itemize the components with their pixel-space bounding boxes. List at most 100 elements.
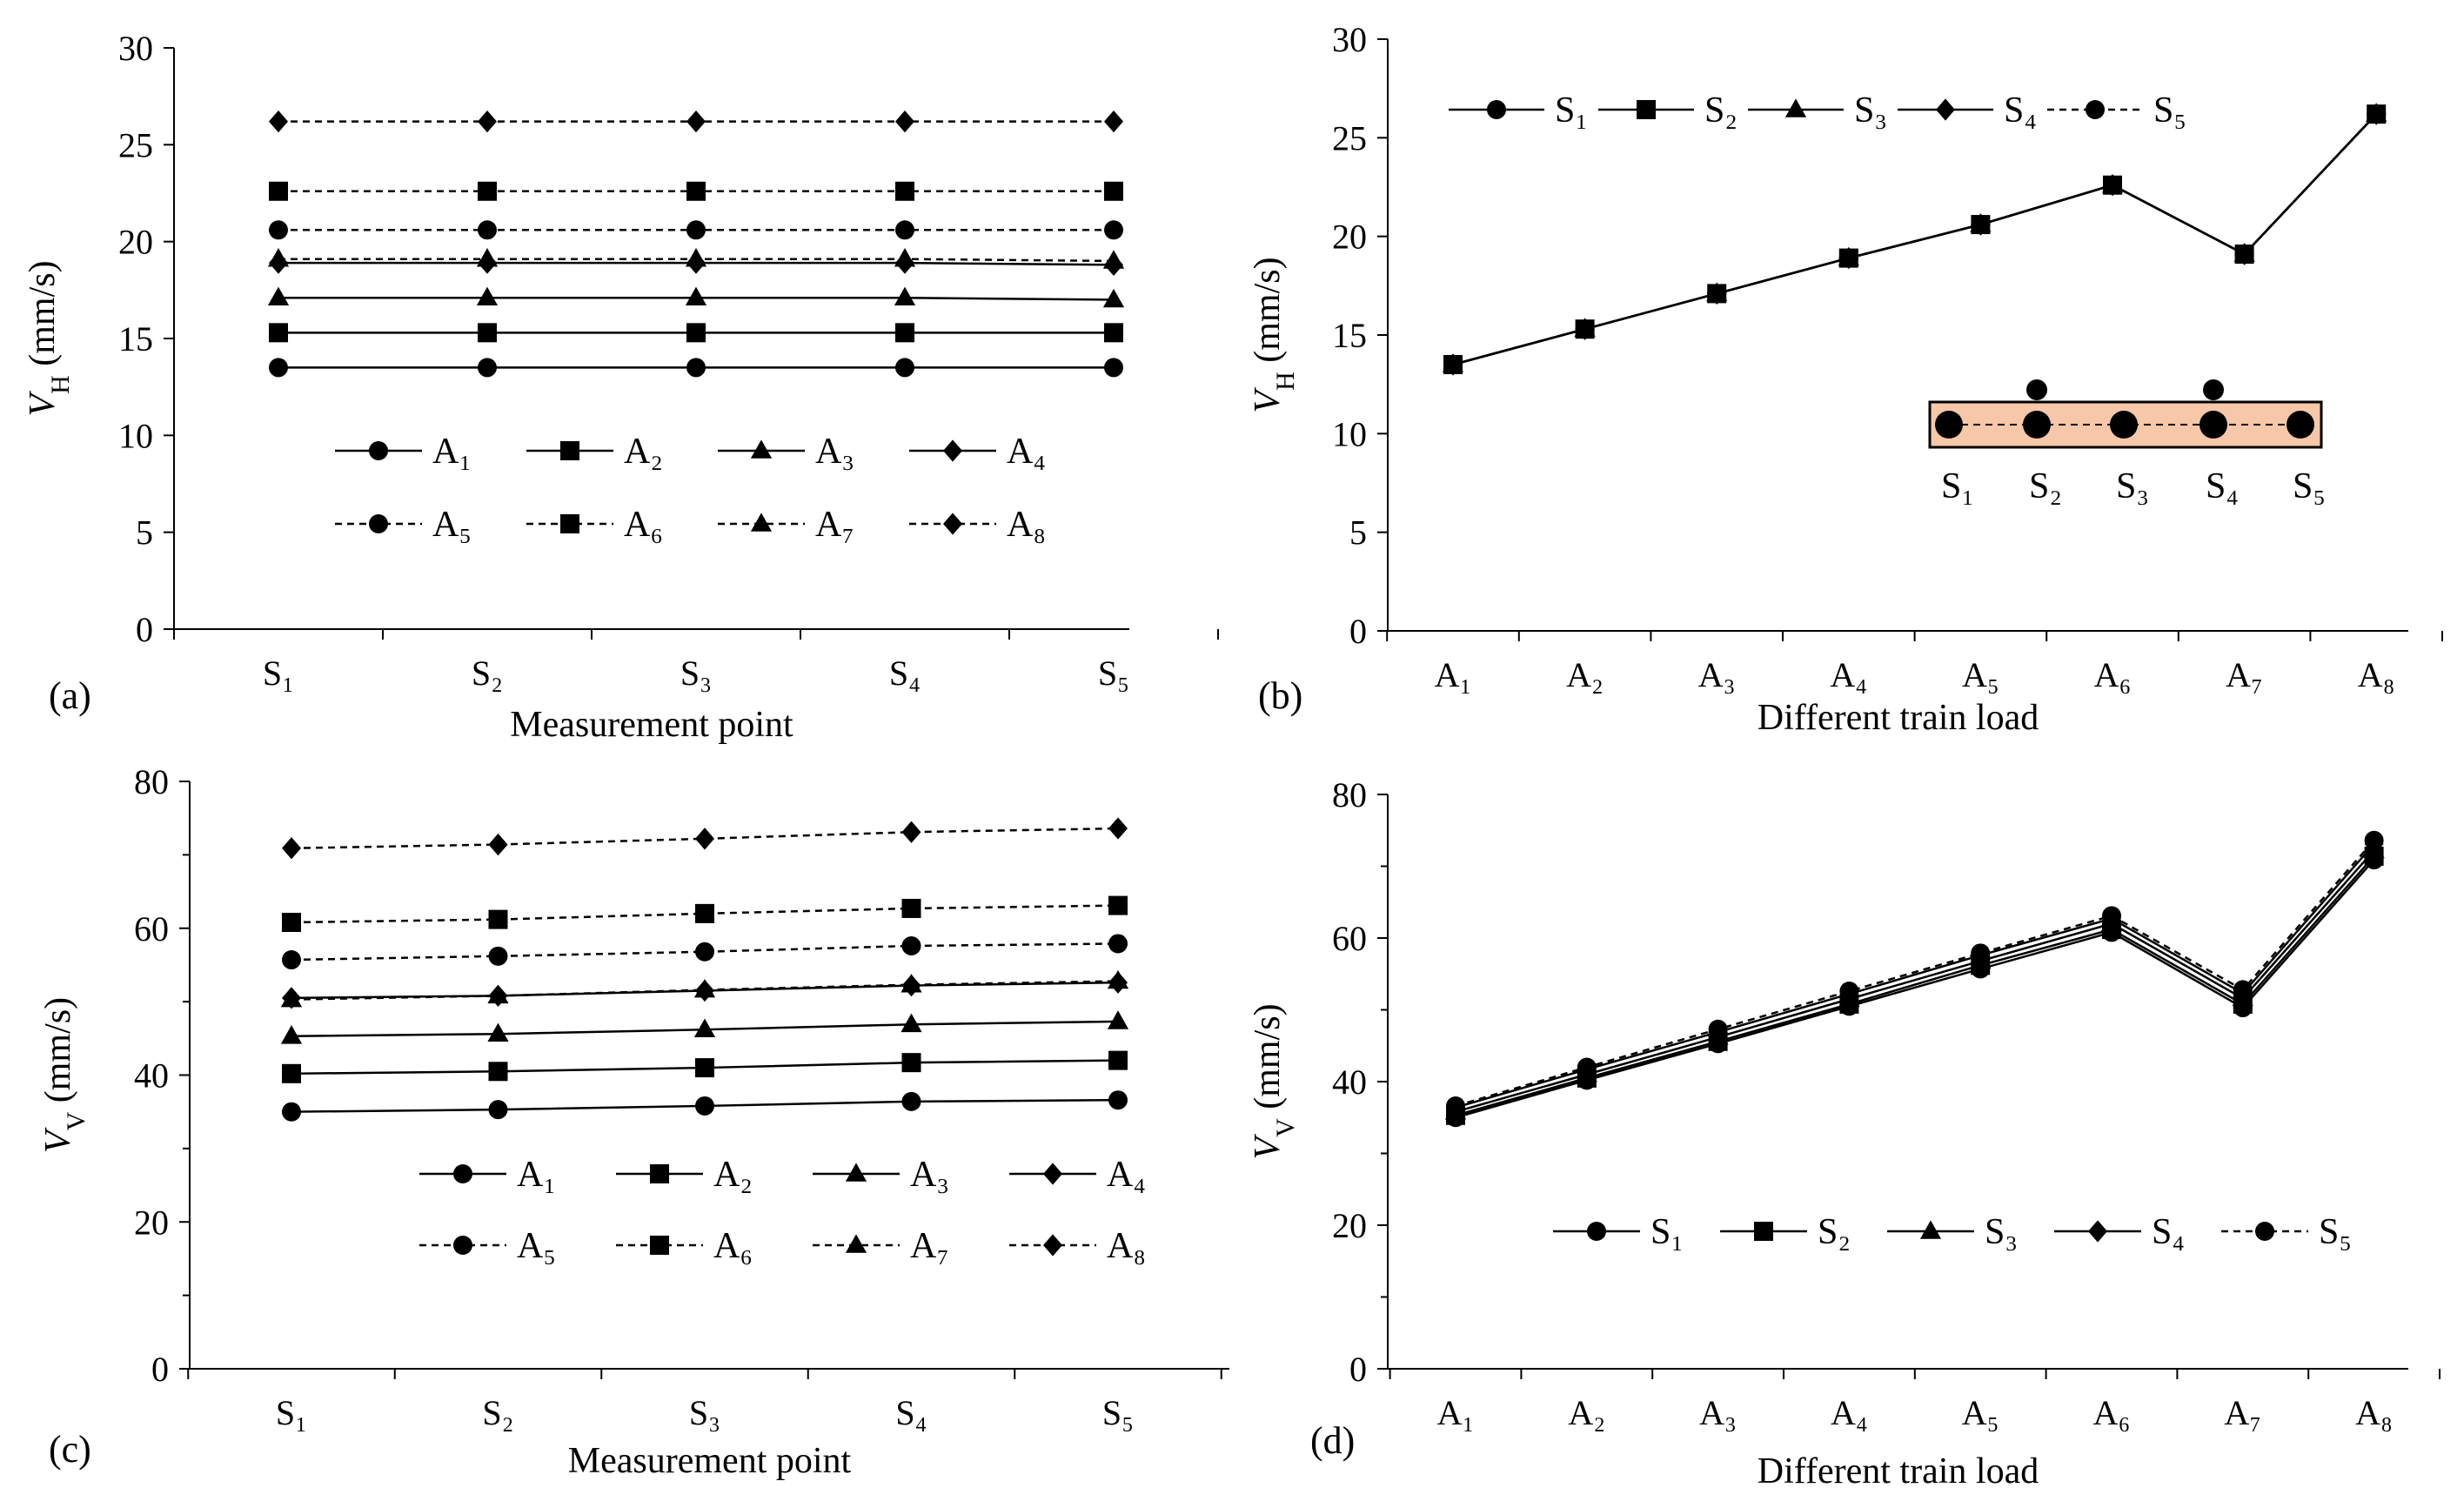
- legend-label: A₅: [517, 1226, 556, 1266]
- y-tick-label: 15: [1332, 316, 1367, 355]
- data-point: [282, 837, 301, 860]
- data-point: [895, 220, 914, 240]
- legend-marker: [1919, 1220, 1942, 1239]
- series-4: [282, 934, 1128, 970]
- panel-label: (d): [1310, 1419, 1355, 1462]
- data-point: [282, 1063, 301, 1083]
- data-point: [1108, 934, 1128, 954]
- inset-label: S₅: [2293, 466, 2326, 506]
- data-point: [476, 286, 499, 306]
- data-point: [282, 913, 301, 932]
- x-axis-title: Different train load: [1758, 1451, 2039, 1491]
- x-tick-label: A₃: [1698, 655, 1736, 694]
- x-tick-label: S₁: [276, 1393, 307, 1432]
- inset-label: S₄: [2206, 466, 2239, 506]
- data-point: [1104, 220, 1123, 240]
- legend-label: S₂: [1818, 1212, 1851, 1252]
- data-point: [269, 220, 288, 240]
- data-point: [894, 286, 916, 306]
- legend-label: A₆: [624, 505, 663, 545]
- series-4: [1446, 830, 2384, 1116]
- x-tick-label: S₄: [889, 653, 921, 693]
- x-axis-title: Measurement point: [510, 705, 793, 745]
- data-point: [901, 974, 922, 993]
- x-tick-label: S₄: [895, 1393, 927, 1432]
- x-tick-label: A₈: [2358, 655, 2395, 694]
- data-point: [901, 936, 921, 955]
- data-point: [1104, 110, 1123, 133]
- legend-item: S₄: [1898, 90, 2037, 131]
- x-tick-label: S₅: [1102, 1393, 1134, 1432]
- legend-marker: [560, 514, 579, 533]
- data-point: [1108, 1050, 1128, 1070]
- legend-marker: [2255, 1222, 2274, 1241]
- data-point: [1108, 1090, 1128, 1110]
- legend-item: A₃: [718, 432, 854, 472]
- legend-label: S₁: [1650, 1212, 1684, 1252]
- data-point: [280, 1025, 303, 1044]
- legend-item: S₃: [1748, 90, 1887, 131]
- data-point: [895, 323, 914, 343]
- legend-label: A₂: [624, 432, 663, 472]
- data-point: [2103, 175, 2122, 195]
- series-7: [269, 110, 1123, 133]
- y-axis-title-sub: V: [1271, 1118, 1300, 1137]
- series-0: [282, 1090, 1128, 1122]
- panel-label: (c): [49, 1428, 91, 1471]
- legend-label: A₁: [432, 432, 472, 472]
- y-axis-title-sub: V: [62, 1111, 90, 1130]
- inset-point: [2110, 411, 2138, 439]
- series-6: [267, 248, 1125, 269]
- legend-marker: [750, 513, 773, 532]
- data-point: [1707, 284, 1727, 304]
- data-point: [693, 1018, 716, 1037]
- y-tick-label: 80: [1332, 775, 1367, 814]
- legend-label: A₇: [815, 505, 854, 545]
- x-tick-label: S₅: [1098, 653, 1129, 693]
- data-point: [901, 1013, 922, 1033]
- data-point: [487, 1022, 509, 1042]
- x-tick-label: S₂: [472, 653, 503, 693]
- legend-item: A₆: [616, 1226, 753, 1266]
- inset-point: [2200, 411, 2227, 439]
- series-5: [269, 181, 1123, 201]
- inset-small-point: [2026, 379, 2047, 400]
- y-tick-label: 40: [1332, 1062, 1367, 1102]
- panel-d: 0 20 40 60 80 A₁ A₂ A₃ A₄ A₅ A₆ A₇ A₈ Different train…: [1248, 775, 2441, 1491]
- data-point: [895, 358, 914, 378]
- legend-label: A₅: [432, 505, 472, 545]
- legend-item: S₂: [1598, 90, 1738, 131]
- series-line: [291, 904, 1119, 924]
- panel-label: (b): [1258, 674, 1302, 717]
- y-tick-label: 40: [134, 1056, 169, 1096]
- data-point: [269, 181, 288, 201]
- y-tick-label: 15: [118, 319, 153, 359]
- series-0: [269, 358, 1123, 378]
- legend-label: S₂: [1704, 90, 1738, 131]
- data-point: [2367, 104, 2387, 124]
- data-point: [488, 1100, 508, 1120]
- y-tick-label: 60: [1332, 919, 1367, 958]
- y-tick-label: 25: [1332, 118, 1367, 158]
- layout-inset: S₁ S₂ S₃ S₄ S₅: [1928, 379, 2326, 506]
- y-axis-title: VH (mm/s): [1248, 257, 1300, 412]
- data-point: [901, 898, 921, 918]
- x-tick-label: A₈: [2355, 1393, 2393, 1432]
- legend-label: A₃: [910, 1155, 949, 1195]
- data-point: [695, 942, 714, 962]
- legend-label: S₁: [1555, 90, 1588, 131]
- data-point: [695, 1058, 714, 1078]
- series-5: [282, 895, 1128, 932]
- data-point: [1443, 355, 1463, 374]
- series-line: [1455, 859, 2375, 1119]
- y-tick-label: 5: [1349, 513, 1367, 553]
- legend-item: A₆: [526, 505, 663, 545]
- data-point: [1971, 943, 1991, 963]
- data-point: [1104, 358, 1123, 378]
- panel-b: 0 5 10 15 20 25 30 A₁ A₂ A₃ A₄ A₅ A₆ A₇ A₈ Different tr…: [1248, 20, 2443, 738]
- legend-label: A₄: [1107, 1155, 1146, 1195]
- data-point: [269, 323, 288, 343]
- y-tick-label: 5: [136, 513, 153, 553]
- x-tick-label: A₄: [1830, 655, 1867, 694]
